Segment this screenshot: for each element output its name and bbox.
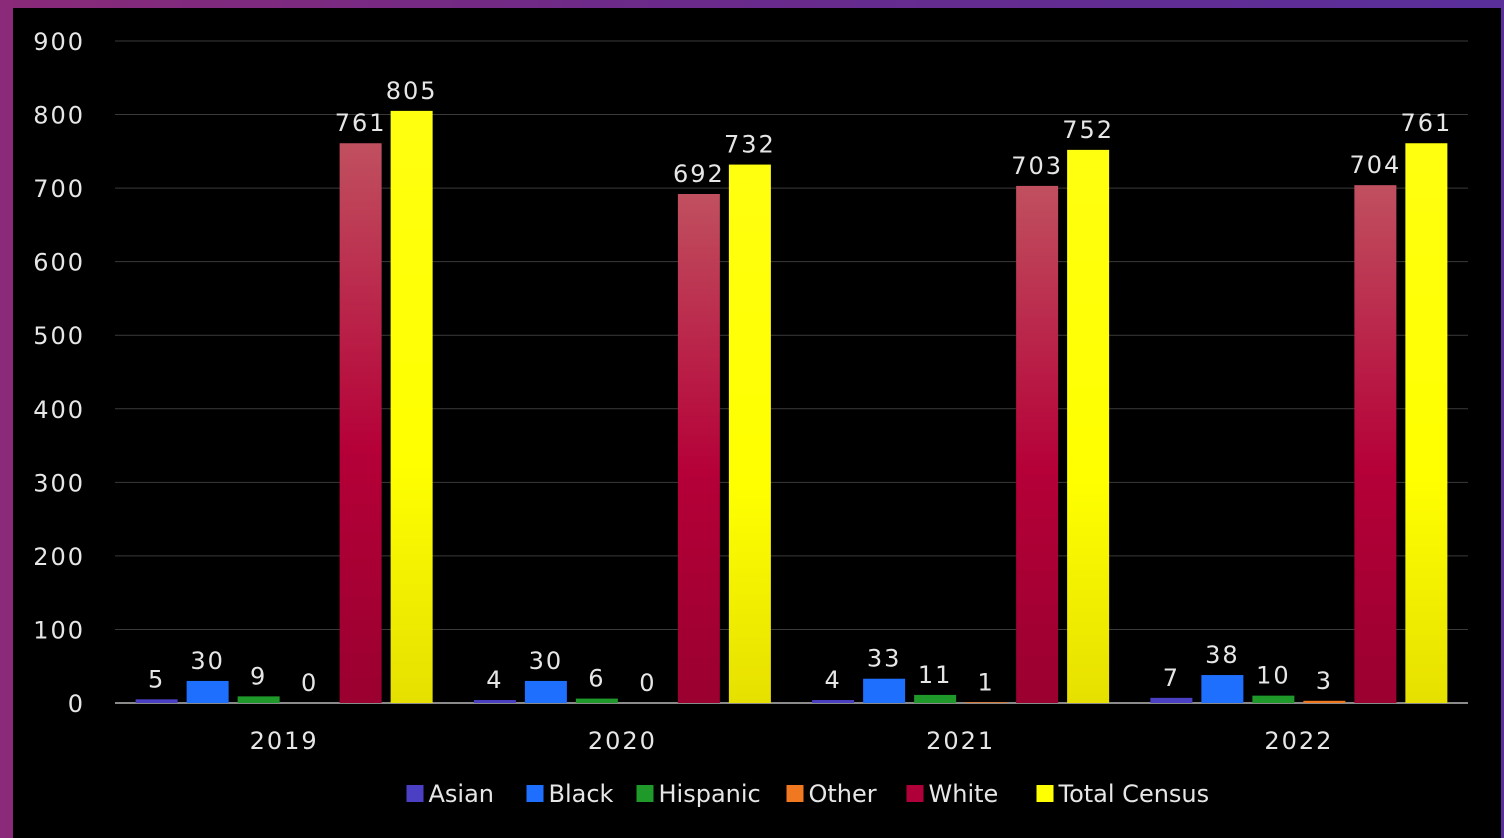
legend-label-white: White <box>929 780 999 808</box>
bar-total-census-2020 <box>728 164 771 703</box>
legend-item-black: Black <box>526 780 614 808</box>
bar-white-2021 <box>1016 185 1059 704</box>
y-tick-label: 600 <box>33 249 85 277</box>
legend-item-total-census: Total Census <box>1036 780 1210 808</box>
y-tick-label: 500 <box>33 322 85 350</box>
legend-swatch-other <box>786 785 804 802</box>
bar-asian-2019 <box>135 699 178 703</box>
bar-total-census-2019 <box>390 110 433 703</box>
bar-black-2020 <box>524 680 567 703</box>
bar-hispanic-2021 <box>914 694 957 703</box>
y-tick-label: 700 <box>33 175 85 203</box>
x-tick-label: 2021 <box>926 727 995 755</box>
data-label-asian-2019: 5 <box>148 665 165 693</box>
gridlines <box>115 40 1468 704</box>
data-label-total-census-2020: 732 <box>724 131 776 159</box>
data-label-black-2021: 33 <box>867 645 902 673</box>
legend-label-asian: Asian <box>429 780 495 808</box>
bar-asian-2020 <box>473 700 516 703</box>
data-label-asian-2020: 4 <box>486 666 503 694</box>
data-label-white-2019: 761 <box>335 109 387 137</box>
bars <box>135 110 1448 704</box>
bar-black-2021 <box>863 678 906 703</box>
bar-total-census-2021 <box>1067 149 1110 703</box>
bar-total-census-2022 <box>1405 143 1448 704</box>
data-label-black-2022: 38 <box>1205 641 1240 669</box>
x-axis-ticks: 2019 2020 2021 2022 <box>250 727 1333 755</box>
legend-label-other: Other <box>809 780 877 808</box>
legend-swatch-black <box>526 785 544 802</box>
legend-label-hispanic: Hispanic <box>659 780 761 808</box>
bar-hispanic-2022 <box>1252 695 1295 703</box>
data-label-white-2021: 703 <box>1011 152 1063 180</box>
bar-hispanic-2019 <box>237 696 280 703</box>
bar-white-2020 <box>677 193 720 704</box>
chart-frame: 0 100 200 300 400 500 600 700 800 900 5 30 9 0 761 805… <box>13 8 1501 838</box>
bar-asian-2021 <box>812 700 855 703</box>
x-tick-label: 2019 <box>250 727 319 755</box>
bar-other-2021 <box>965 702 1008 703</box>
data-label-hispanic-2021: 11 <box>918 661 953 689</box>
bar-black-2019 <box>186 680 229 703</box>
data-label-total-census-2019: 805 <box>386 77 438 105</box>
legend-swatch-total-census <box>1036 785 1054 802</box>
y-axis-ticks: 0 100 200 300 400 500 600 700 800 900 <box>33 28 85 718</box>
legend-item-other: Other <box>786 780 877 808</box>
legend-swatch-asian <box>406 785 424 802</box>
data-label-other-2021: 1 <box>977 668 994 696</box>
legend: Asian Black Hispanic Other White Total Census <box>406 780 1210 808</box>
data-label-asian-2022: 7 <box>1163 664 1180 692</box>
data-label-hispanic-2019: 9 <box>250 662 267 690</box>
data-label-other-2019: 0 <box>301 669 318 697</box>
y-tick-label: 400 <box>33 396 85 424</box>
legend-label-black: Black <box>549 780 614 808</box>
y-tick-label: 0 <box>68 690 85 718</box>
data-label-black-2019: 30 <box>190 647 225 675</box>
data-label-other-2020: 0 <box>639 669 656 697</box>
legend-item-white: White <box>906 780 999 808</box>
bar-white-2019 <box>339 143 382 704</box>
y-tick-label: 900 <box>33 28 85 56</box>
y-tick-label: 200 <box>33 543 85 571</box>
data-label-hispanic-2020: 6 <box>588 665 605 693</box>
bar-asian-2022 <box>1150 697 1193 703</box>
bar-white-2022 <box>1354 185 1397 703</box>
y-tick-label: 100 <box>33 616 85 644</box>
legend-swatch-white <box>906 785 924 802</box>
y-tick-label: 300 <box>33 469 85 497</box>
data-label-total-census-2021: 752 <box>1062 116 1114 144</box>
bar-other-2022 <box>1303 700 1346 703</box>
data-label-total-census-2022: 761 <box>1400 109 1452 137</box>
data-label-asian-2021: 4 <box>824 666 841 694</box>
legend-item-asian: Asian <box>406 780 495 808</box>
y-tick-label: 800 <box>33 102 85 130</box>
data-label-white-2022: 704 <box>1349 151 1401 179</box>
data-label-black-2020: 30 <box>529 647 564 675</box>
data-label-hispanic-2022: 10 <box>1256 662 1291 690</box>
x-tick-label: 2020 <box>588 727 657 755</box>
bar-black-2022 <box>1201 675 1244 703</box>
data-label-white-2020: 692 <box>673 160 725 188</box>
x-tick-label: 2022 <box>1264 727 1333 755</box>
data-label-other-2022: 3 <box>1316 667 1333 695</box>
legend-swatch-hispanic <box>636 785 654 802</box>
bar-hispanic-2020 <box>575 698 618 703</box>
legend-item-hispanic: Hispanic <box>636 780 761 808</box>
legend-label-total-census: Total Census <box>1058 780 1210 808</box>
